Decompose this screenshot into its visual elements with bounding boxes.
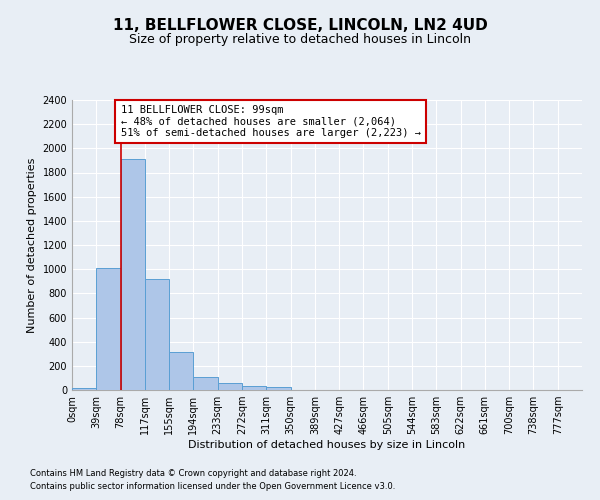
Bar [193, 376, 218, 390]
Text: Size of property relative to detached houses in Lincoln: Size of property relative to detached ho… [129, 32, 471, 46]
Text: Contains HM Land Registry data © Crown copyright and database right 2024.: Contains HM Land Registry data © Crown c… [30, 468, 356, 477]
Text: Contains public sector information licensed under the Open Government Licence v3: Contains public sector information licen… [30, 482, 395, 491]
Bar [242, 386, 266, 390]
Bar [145, 279, 169, 390]
Text: 11 BELLFLOWER CLOSE: 99sqm
← 48% of detached houses are smaller (2,064)
51% of s: 11 BELLFLOWER CLOSE: 99sqm ← 48% of deta… [121, 105, 421, 138]
Bar [266, 388, 290, 390]
Y-axis label: Number of detached properties: Number of detached properties [27, 158, 37, 332]
Text: 11, BELLFLOWER CLOSE, LINCOLN, LN2 4UD: 11, BELLFLOWER CLOSE, LINCOLN, LN2 4UD [113, 18, 487, 32]
Bar [72, 388, 96, 390]
Bar [96, 268, 121, 390]
Bar [218, 384, 242, 390]
Bar [169, 352, 193, 390]
X-axis label: Distribution of detached houses by size in Lincoln: Distribution of detached houses by size … [188, 440, 466, 450]
Bar [121, 159, 145, 390]
